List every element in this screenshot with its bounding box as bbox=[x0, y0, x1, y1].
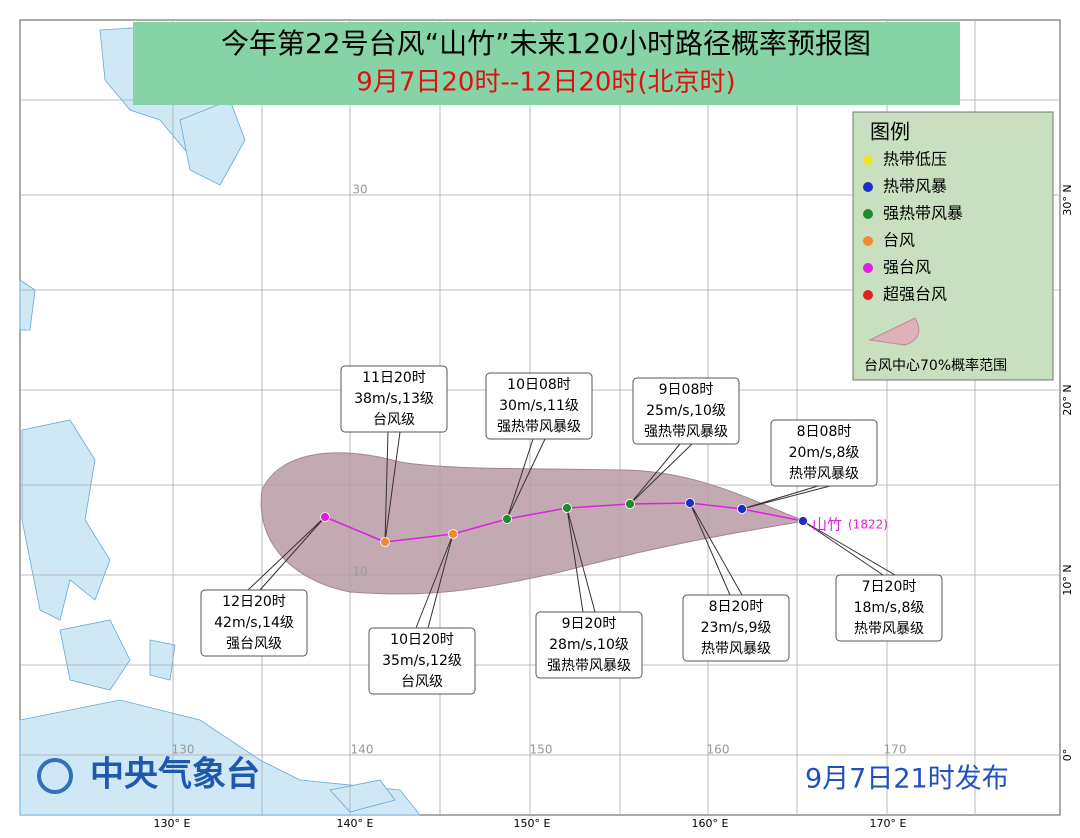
label-wind: 23m/s,9级 bbox=[701, 620, 772, 636]
label-box bbox=[770, 419, 878, 487]
label-box bbox=[368, 627, 476, 695]
label-level: 强热带风暴级 bbox=[547, 658, 631, 674]
release-time: 9月7日21时发布 bbox=[805, 764, 1009, 795]
label-level: 热带风暴级 bbox=[789, 466, 859, 482]
label-level: 强热带风暴级 bbox=[497, 419, 581, 435]
lon-label: 160° E bbox=[692, 817, 729, 830]
legend-item: 超强台风 bbox=[883, 285, 947, 304]
label-time: 10日08时 bbox=[507, 377, 571, 393]
label-time: 12日20时 bbox=[222, 594, 286, 610]
legend-item: 强热带风暴 bbox=[883, 204, 963, 223]
legend-icon bbox=[863, 155, 873, 165]
label-box bbox=[485, 372, 593, 440]
track-point bbox=[798, 516, 808, 526]
label-time: 10日20时 bbox=[390, 632, 454, 648]
label-wind: 38m/s,13级 bbox=[354, 391, 434, 407]
track-point bbox=[380, 537, 390, 547]
track-point bbox=[562, 503, 572, 513]
label-time: 9日08时 bbox=[659, 382, 714, 398]
lat-label: 0° bbox=[1061, 749, 1074, 762]
label-wind: 20m/s,8级 bbox=[789, 445, 860, 461]
agency-logo bbox=[37, 758, 73, 794]
lon-label: 130° E bbox=[154, 817, 191, 830]
agency: 中央气象台 bbox=[90, 755, 260, 795]
legend-icon bbox=[863, 209, 873, 219]
label-level: 台风级 bbox=[401, 674, 443, 690]
legend-title: 图例 bbox=[870, 120, 910, 144]
label-time: 11日20时 bbox=[362, 370, 426, 386]
label-level: 强热带风暴级 bbox=[644, 424, 728, 440]
label-box bbox=[835, 574, 943, 642]
lat-label: 20° N bbox=[1061, 384, 1074, 415]
label-box bbox=[535, 611, 643, 679]
legend-cone bbox=[868, 317, 920, 346]
track-point bbox=[448, 529, 458, 539]
legend-item: 强台风 bbox=[883, 258, 931, 277]
label-wind: 28m/s,10级 bbox=[549, 637, 629, 653]
title: 今年第22号台风“山竹”未来120小时路径概率预报图 bbox=[221, 27, 871, 60]
label-level: 强台风级 bbox=[226, 636, 282, 652]
label-wind: 30m/s,11级 bbox=[499, 398, 579, 414]
inner-lon-label: 140 bbox=[351, 743, 374, 757]
legend-icon bbox=[863, 290, 873, 300]
lat-label: 30° N bbox=[1061, 184, 1074, 215]
track-point bbox=[625, 499, 635, 509]
track-point bbox=[320, 512, 330, 522]
label-wind: 42m/s,14级 bbox=[214, 615, 294, 631]
label-wind: 25m/s,10级 bbox=[646, 403, 726, 419]
legend-item: 台风 bbox=[883, 231, 915, 250]
subtitle: 9月7日20时--12日20时(北京时) bbox=[356, 68, 735, 98]
label-time: 7日20时 bbox=[862, 579, 917, 595]
label-level: 热带风暴级 bbox=[701, 641, 771, 657]
label-wind: 18m/s,8级 bbox=[854, 600, 925, 616]
lon-label: 140° E bbox=[337, 817, 374, 830]
label-box bbox=[682, 594, 790, 662]
typhoon-name: 山竹 bbox=[812, 516, 842, 534]
lon-label: 170° E bbox=[870, 817, 907, 830]
legend-item: 热带低压 bbox=[883, 150, 947, 169]
label-box bbox=[340, 365, 448, 433]
typhoon-code: (1822) bbox=[848, 518, 888, 532]
label-wind: 35m/s,12级 bbox=[382, 653, 462, 669]
label-time: 8日20时 bbox=[709, 599, 764, 615]
label-level: 台风级 bbox=[373, 412, 415, 428]
track-point bbox=[685, 498, 695, 508]
label-box bbox=[200, 589, 308, 657]
inner-lat-label: 30 bbox=[352, 183, 367, 197]
track-point bbox=[737, 504, 747, 514]
legend-icon bbox=[863, 182, 873, 192]
label-box bbox=[632, 377, 740, 445]
legend-item: 热带风暴 bbox=[883, 177, 947, 196]
legend-icon bbox=[863, 236, 873, 246]
label-time: 8日08时 bbox=[797, 424, 852, 440]
inner-lon-label: 160 bbox=[707, 743, 730, 757]
legend-icon bbox=[863, 263, 873, 273]
inner-lon-label: 170 bbox=[884, 743, 907, 757]
probability-cone bbox=[260, 452, 806, 595]
inner-lat-label: 10 bbox=[352, 565, 367, 579]
label-time: 9日20时 bbox=[562, 616, 617, 632]
inner-lon-label: 150 bbox=[530, 743, 553, 757]
label-level: 热带风暴级 bbox=[854, 621, 924, 637]
lat-label: 10° N bbox=[1061, 564, 1074, 595]
inner-lon-label: 130 bbox=[172, 743, 195, 757]
title-banner bbox=[133, 22, 960, 105]
lon-label: 150° E bbox=[514, 817, 551, 830]
legend-range-label: 台风中心70%概率范围 bbox=[864, 357, 1007, 374]
track-point bbox=[502, 514, 512, 524]
